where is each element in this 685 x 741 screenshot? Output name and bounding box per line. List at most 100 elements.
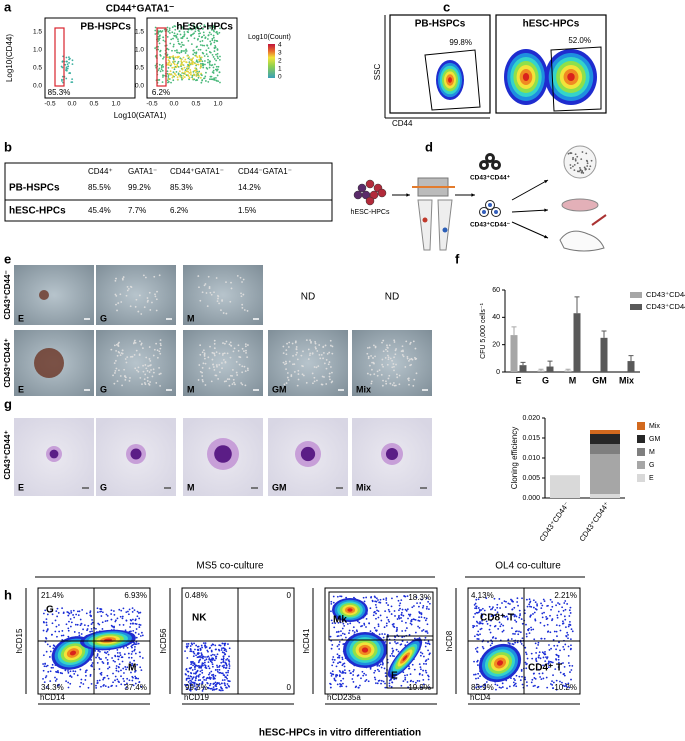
event-dot bbox=[375, 617, 377, 620]
event-dot bbox=[222, 312, 225, 314]
event-dot bbox=[285, 368, 287, 371]
event-dot bbox=[408, 614, 411, 617]
event-dot bbox=[114, 359, 117, 362]
event-dot bbox=[143, 378, 146, 381]
event-dot bbox=[549, 631, 552, 634]
event-dot bbox=[569, 648, 572, 651]
event-dot bbox=[329, 672, 332, 675]
event-dot bbox=[320, 353, 323, 356]
event-dot bbox=[221, 651, 224, 654]
row-label: CD43⁺CD44⁺ bbox=[3, 430, 12, 479]
event-dot bbox=[341, 658, 344, 661]
event-dot bbox=[528, 632, 531, 634]
event-dot bbox=[501, 686, 504, 688]
event-dot bbox=[565, 635, 568, 638]
event-dot bbox=[134, 675, 137, 678]
event-dot bbox=[201, 44, 204, 47]
event-dot bbox=[475, 607, 478, 610]
event-dot bbox=[132, 643, 135, 646]
event-dot bbox=[562, 673, 565, 676]
table-cell: 6.2% bbox=[170, 206, 188, 215]
event-dot bbox=[202, 642, 205, 644]
event-dot bbox=[163, 56, 165, 59]
event-dot bbox=[196, 45, 198, 48]
event-dot bbox=[532, 599, 535, 602]
y-tick-label: 1.5 bbox=[33, 29, 42, 36]
event-dot bbox=[126, 646, 129, 649]
plot-frame bbox=[44, 17, 136, 99]
event-dot bbox=[177, 24, 180, 26]
event-dot bbox=[353, 596, 355, 599]
event-dot bbox=[381, 363, 384, 366]
event-dot bbox=[114, 372, 116, 374]
event-dot bbox=[477, 611, 480, 614]
event-dot bbox=[154, 295, 157, 298]
event-dot bbox=[192, 24, 195, 27]
event-dot bbox=[338, 648, 341, 650]
event-dot bbox=[382, 339, 385, 342]
event-dot bbox=[225, 686, 228, 689]
event-dot bbox=[569, 167, 572, 169]
y-axis-label: hCD8 bbox=[445, 630, 454, 651]
event-dot bbox=[189, 682, 192, 685]
event-dot bbox=[330, 647, 333, 650]
event-dot bbox=[528, 603, 530, 606]
legend-swatch bbox=[637, 474, 645, 482]
event-dot bbox=[564, 643, 567, 646]
density-blob bbox=[361, 647, 369, 653]
event-dot bbox=[315, 366, 318, 369]
event-dot bbox=[237, 350, 240, 352]
event-dot bbox=[391, 384, 394, 386]
event-dot bbox=[173, 72, 176, 75]
event-dot bbox=[373, 611, 375, 614]
event-dot bbox=[188, 62, 191, 65]
event-dot bbox=[402, 614, 405, 617]
event-dot bbox=[115, 303, 117, 306]
event-dot bbox=[370, 595, 373, 598]
event-dot bbox=[225, 312, 228, 315]
event-dot bbox=[318, 344, 321, 346]
event-dot bbox=[473, 660, 475, 663]
event-dot bbox=[563, 685, 566, 688]
event-dot bbox=[214, 644, 217, 647]
event-dot bbox=[514, 619, 516, 622]
event-dot bbox=[129, 377, 131, 379]
event-dot bbox=[244, 370, 247, 373]
event-dot bbox=[384, 675, 387, 678]
event-dot bbox=[186, 687, 189, 690]
event-dot bbox=[581, 151, 584, 153]
event-dot bbox=[548, 644, 550, 646]
event-dot bbox=[124, 358, 127, 360]
event-dot bbox=[531, 657, 534, 660]
event-dot bbox=[555, 688, 558, 691]
event-dot bbox=[339, 621, 342, 624]
event-dot bbox=[208, 63, 211, 66]
event-dot bbox=[300, 354, 303, 357]
event-dot bbox=[207, 47, 210, 50]
event-dot bbox=[67, 65, 70, 68]
event-dot bbox=[51, 633, 53, 636]
x-tick-label: 0.5 bbox=[89, 101, 98, 108]
event-dot bbox=[191, 660, 194, 663]
event-dot bbox=[131, 611, 134, 613]
event-dot bbox=[314, 346, 317, 349]
event-dot bbox=[105, 656, 107, 659]
table-cell: 45.4% bbox=[88, 206, 111, 215]
event-dot bbox=[394, 349, 397, 352]
event-dot bbox=[391, 359, 394, 362]
table-cell: 85.5% bbox=[88, 183, 111, 192]
event-dot bbox=[222, 655, 225, 658]
event-dot bbox=[362, 596, 365, 599]
event-dot bbox=[73, 631, 76, 633]
event-dot bbox=[209, 646, 211, 649]
image-label: G bbox=[100, 313, 107, 323]
event-dot bbox=[325, 367, 328, 370]
event-dot bbox=[485, 620, 488, 623]
event-dot bbox=[94, 649, 97, 652]
event-dot bbox=[400, 350, 403, 353]
event-dot bbox=[208, 285, 211, 288]
event-dot bbox=[541, 651, 544, 654]
event-dot bbox=[328, 361, 331, 363]
event-dot bbox=[79, 618, 82, 621]
event-dot bbox=[378, 679, 381, 682]
